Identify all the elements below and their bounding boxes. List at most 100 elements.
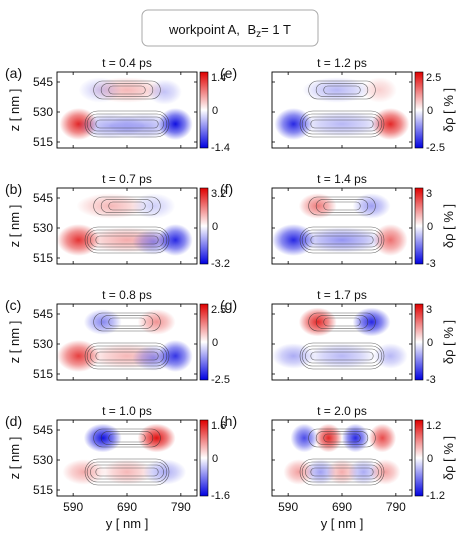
contour-line <box>310 351 374 361</box>
density-blob <box>314 423 343 453</box>
density-blob <box>298 227 386 253</box>
colorbar-mid-label: 0 <box>212 453 218 465</box>
colorbar-mid-label: 0 <box>212 337 218 349</box>
colorbar-max-label: 1.6 <box>211 420 226 432</box>
colorbar-max-label: 3 <box>426 188 432 200</box>
colorbar-axis-label: δρ [ % ] <box>441 436 456 480</box>
x-tick-label: 590 <box>278 500 298 514</box>
panel-letter: (e) <box>220 65 237 81</box>
density-blob <box>362 77 397 103</box>
contour-line <box>93 80 161 100</box>
contour-line <box>93 196 161 216</box>
panel-title: t = 1.7 ps <box>317 288 367 302</box>
contour-line <box>93 428 161 448</box>
plot-content <box>283 423 401 486</box>
contour-line <box>90 116 164 132</box>
density-blob <box>283 459 315 485</box>
density-blob <box>83 423 122 453</box>
y-axis-label: z [ nm ] <box>7 321 22 364</box>
panel-letter: (a) <box>5 65 22 81</box>
density-blob <box>369 459 401 485</box>
contour-line <box>299 342 385 370</box>
contour-line <box>86 345 168 367</box>
title-field-value: = 1 T <box>261 22 291 37</box>
density-blob <box>298 111 386 137</box>
contour-line <box>305 116 379 132</box>
contour-line <box>108 317 146 327</box>
contour-line <box>100 431 154 445</box>
contour-line <box>305 232 379 248</box>
density-blob <box>132 345 176 371</box>
contour-line <box>299 226 385 254</box>
contour-line <box>315 431 369 445</box>
title-field-sub: z <box>256 29 261 40</box>
heatmap-panel: t = 1.7 ps (g) 3 0 -3 δρ [ % ] <box>220 288 456 386</box>
contour-line <box>100 199 154 213</box>
contour-line <box>95 235 159 245</box>
y-tick-label: 545 <box>33 75 53 89</box>
colorbar <box>199 419 209 497</box>
contour-line <box>86 461 168 483</box>
density-blob <box>368 423 397 453</box>
panel-letter: (d) <box>5 413 22 429</box>
contour-line <box>315 83 369 97</box>
density-blob <box>307 343 377 369</box>
colorbar <box>199 303 209 381</box>
contour-line <box>301 345 383 367</box>
plot-content <box>59 77 193 140</box>
y-tick-label: 530 <box>33 337 53 351</box>
density-blob <box>373 224 408 256</box>
colorbar-mid-label: 0 <box>427 221 433 233</box>
contour-line <box>86 229 168 251</box>
heatmap-panel: t = 2.0 ps (h) 590 690 790 1.2 0 -1.2 δρ [ % ] y … <box>220 404 456 531</box>
title-workpoint: workpoint A, <box>168 22 240 37</box>
colorbar-max-label: 1.4 <box>211 72 226 84</box>
plot-content <box>62 423 187 486</box>
contour-line <box>305 464 379 480</box>
panel-letter: (c) <box>5 297 21 313</box>
density-blob <box>298 307 337 337</box>
contour-line <box>90 232 164 248</box>
colorbar-max-label: 2.5 <box>426 72 441 84</box>
heatmap-panel: t = 1.4 ps (f) 3 0 -3 δρ [ % ] <box>220 172 456 270</box>
panel-letter: (f) <box>220 181 233 197</box>
panel-title: t = 0.7 ps <box>102 172 152 186</box>
density-blob <box>272 224 316 256</box>
contour-line <box>323 201 361 211</box>
contour-line <box>308 80 376 100</box>
contour-line <box>84 458 170 486</box>
colorbar <box>199 187 209 265</box>
contour-line <box>108 85 146 95</box>
density-blob <box>373 343 408 369</box>
contour-line <box>90 464 164 480</box>
contour-line <box>95 119 159 129</box>
contour-line <box>108 433 146 443</box>
y-tick-label: 545 <box>33 423 53 437</box>
y-tick-label: 515 <box>33 483 53 497</box>
colorbar-max-label: 1.2 <box>426 420 441 432</box>
panel-title: t = 1.0 ps <box>102 404 152 418</box>
contour-line <box>310 235 374 245</box>
contour-line <box>84 226 170 254</box>
colorbar-max-label: 3.2 <box>211 188 226 200</box>
panel-letter: (g) <box>220 297 237 313</box>
density-blob <box>326 459 358 485</box>
x-tick-label: 690 <box>117 500 137 514</box>
contour-line <box>95 467 159 477</box>
density-blob <box>62 459 106 485</box>
x-tick-label: 590 <box>63 500 83 514</box>
contour-line <box>108 201 146 211</box>
colorbar-max-label: 3 <box>426 304 432 316</box>
contour-line <box>299 458 385 486</box>
x-axis-label: y [ nm ] <box>321 516 364 531</box>
contour-line <box>84 110 170 138</box>
density-blob <box>304 459 336 485</box>
contour-line <box>308 428 376 448</box>
plot-content <box>57 309 193 372</box>
x-tick-label: 690 <box>332 500 352 514</box>
y-axis-label: z [ nm ] <box>7 205 22 248</box>
y-tick-label: 545 <box>33 191 53 205</box>
contour-line <box>90 348 164 364</box>
colorbar-max-label: 2.5 <box>211 304 226 316</box>
